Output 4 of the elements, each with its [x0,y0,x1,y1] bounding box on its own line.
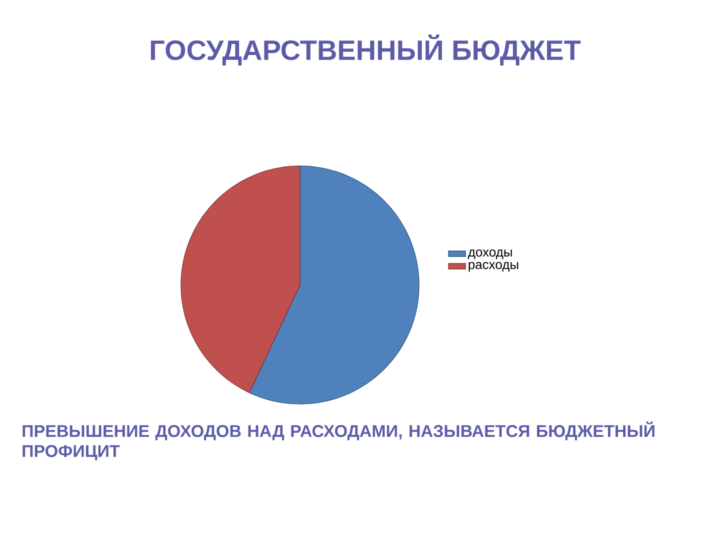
legend-label: доходы [468,249,512,260]
legend-label: расходы [468,262,518,272]
chart-title: ГОСУДАРСТВЕННЫЙ БЮДЖЕТ [150,34,581,66]
text: ПРЕВЫШЕНИЕ ДОХОДОВ НАД РАСХОДАМИ, НАЗЫВАЕТСЯ БЮДЖЕТНЫЙ ПРОФИЦИТ [22,422,654,460]
